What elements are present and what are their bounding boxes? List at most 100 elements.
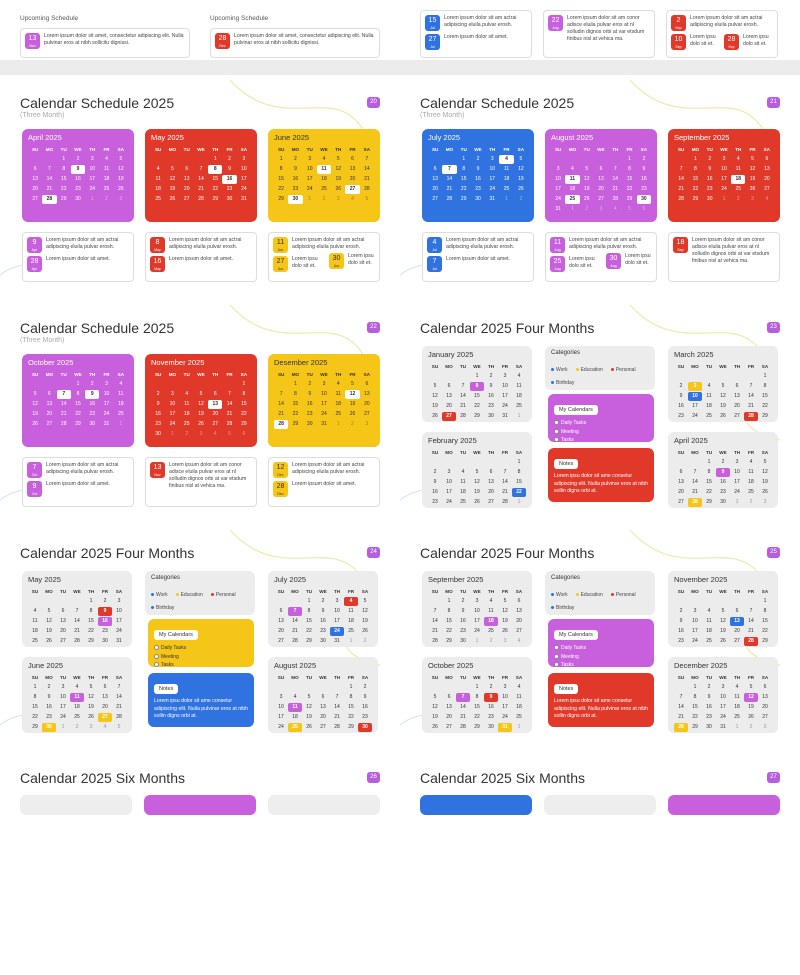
day-cell[interactable]: 29 xyxy=(626,196,633,202)
day-cell[interactable]: 14 xyxy=(198,176,204,182)
day-cell[interactable]: 7 xyxy=(335,694,339,700)
day-cell[interactable]: 8 xyxy=(462,166,466,172)
day-cell[interactable]: 23 xyxy=(460,628,466,634)
day-cell[interactable]: 8 xyxy=(693,694,697,700)
day-cell[interactable]: 15 xyxy=(212,176,219,182)
category-tag[interactable]: Personal xyxy=(610,591,636,600)
day-cell[interactable]: 9 xyxy=(707,694,711,700)
day-cell[interactable]: 2 xyxy=(721,459,725,465)
day-cell[interactable]: 1 xyxy=(628,156,631,162)
day-cell[interactable]: 1 xyxy=(307,598,311,604)
day-cell[interactable]: 28 xyxy=(744,637,758,646)
day-cell[interactable]: 10 xyxy=(688,392,702,401)
day-cell[interactable]: 9 xyxy=(363,694,367,700)
day-cell[interactable]: 1 xyxy=(76,381,80,387)
day-cell[interactable]: 5 xyxy=(171,166,174,172)
day-cell[interactable]: 13 xyxy=(764,166,770,172)
day-cell[interactable]: 2 xyxy=(228,156,231,162)
day-cell[interactable]: 18 xyxy=(748,479,754,485)
category-tag[interactable]: Education xyxy=(175,591,203,600)
day-cell[interactable]: 27 xyxy=(432,196,438,202)
day-cell[interactable]: 31 xyxy=(489,196,496,202)
day-cell[interactable]: 30 xyxy=(155,431,161,437)
day-cell[interactable]: 7 xyxy=(48,166,51,172)
day-cell[interactable]: 24 xyxy=(103,411,110,417)
day-cell[interactable]: 24 xyxy=(489,186,496,192)
day-cell[interactable]: 13 xyxy=(278,618,284,624)
day-cell[interactable]: 7 xyxy=(365,156,369,162)
day-cell[interactable]: 28 xyxy=(74,638,80,644)
day-cell[interactable]: 30 xyxy=(89,421,96,427)
day-cell[interactable]: 7 xyxy=(288,607,302,616)
day-cell[interactable]: 23 xyxy=(678,413,684,419)
day-cell[interactable]: 23 xyxy=(362,714,368,720)
day-cell[interactable]: 20 xyxy=(446,403,452,409)
day-cell[interactable]: 27 xyxy=(98,713,112,722)
day-cell[interactable]: 10 xyxy=(103,391,110,397)
day-cell[interactable]: 30 xyxy=(488,724,494,730)
day-cell[interactable]: 22 xyxy=(348,714,354,720)
day-cell[interactable]: 25 xyxy=(74,714,80,720)
day-cell[interactable]: 28 xyxy=(612,196,619,202)
day-cell[interactable]: 17 xyxy=(116,618,122,624)
day-cell[interactable]: 24 xyxy=(169,421,176,427)
calendar-item[interactable]: Tasks xyxy=(554,661,648,667)
day-cell[interactable]: 6 xyxy=(365,381,369,387)
day-cell[interactable]: 19 xyxy=(169,186,176,192)
day-cell[interactable]: 14 xyxy=(748,393,754,399)
day-cell[interactable]: 10 xyxy=(502,383,508,389)
day-cell[interactable]: 28 xyxy=(502,499,508,505)
day-cell[interactable]: 30 xyxy=(706,724,712,730)
day-cell[interactable]: 22 xyxy=(278,186,284,192)
category-tag[interactable]: Work xyxy=(551,366,568,375)
day-cell[interactable]: 2 xyxy=(90,381,94,387)
day-cell[interactable]: 1 xyxy=(242,381,246,387)
day-cell[interactable]: 26 xyxy=(32,421,38,427)
day-cell[interactable]: 22 xyxy=(32,714,38,720)
day-cell[interactable]: 12 xyxy=(432,393,438,399)
day-cell[interactable]: 15 xyxy=(75,401,81,407)
day-cell[interactable]: 20 xyxy=(32,186,38,192)
calendar-item[interactable]: Tasks xyxy=(554,436,648,442)
day-cell[interactable]: 3 xyxy=(171,391,174,397)
day-cell[interactable]: 14 xyxy=(226,401,233,407)
day-cell[interactable]: 9 xyxy=(484,693,498,702)
day-cell[interactable]: 18 xyxy=(516,704,522,710)
day-cell[interactable]: 23 xyxy=(102,628,108,634)
day-cell[interactable]: 29 xyxy=(212,196,219,202)
day-cell[interactable]: 9 xyxy=(489,383,493,389)
day-cell[interactable]: 16 xyxy=(706,704,712,710)
day-cell[interactable]: 29 xyxy=(75,421,81,427)
day-cell[interactable]: 21 xyxy=(502,489,508,495)
day-cell[interactable]: 3 xyxy=(322,381,326,387)
day-cell[interactable]: 27 xyxy=(320,724,326,730)
day-cell[interactable]: 1 xyxy=(475,684,479,690)
day-cell[interactable]: 27 xyxy=(678,499,684,505)
day-cell[interactable]: 19 xyxy=(748,704,754,710)
day-cell[interactable]: 22 xyxy=(474,714,480,720)
day-cell[interactable]: 20 xyxy=(278,628,284,634)
day-cell[interactable]: 21 xyxy=(692,489,698,495)
day-cell[interactable]: 28 xyxy=(42,195,57,204)
day-cell[interactable]: 26 xyxy=(88,714,94,720)
day-cell[interactable]: 26 xyxy=(306,724,312,730)
day-cell[interactable]: 11 xyxy=(103,166,110,172)
day-cell[interactable]: 13 xyxy=(46,401,53,407)
day-cell[interactable]: 4 xyxy=(517,373,521,379)
day-cell[interactable]: 25 xyxy=(706,638,712,644)
day-cell[interactable]: 23 xyxy=(46,714,52,720)
day-cell[interactable]: 20 xyxy=(364,401,370,407)
day-cell[interactable]: 25 xyxy=(32,638,38,644)
day-cell[interactable]: 21 xyxy=(364,176,370,182)
day-cell[interactable]: 5 xyxy=(47,608,51,614)
day-cell[interactable]: 25 xyxy=(155,196,161,202)
day-cell[interactable]: 11 xyxy=(488,608,494,614)
day-cell[interactable]: 10 xyxy=(334,608,340,614)
day-cell[interactable]: 23 xyxy=(706,186,713,192)
day-cell[interactable]: 17 xyxy=(169,411,176,417)
day-cell[interactable]: 11 xyxy=(565,175,580,184)
day-cell[interactable]: 7 xyxy=(228,391,231,397)
day-cell[interactable]: 5 xyxy=(119,156,123,162)
day-cell[interactable]: 6 xyxy=(517,598,521,604)
day-cell[interactable]: 4 xyxy=(736,156,740,162)
